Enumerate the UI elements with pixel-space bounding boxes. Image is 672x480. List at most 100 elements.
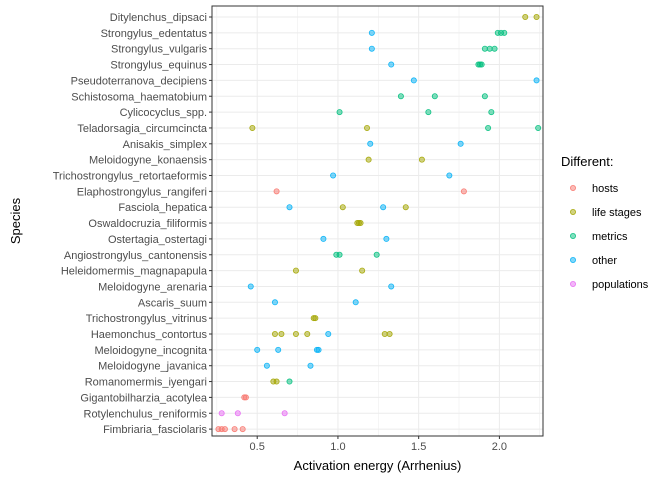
data-point [388,61,395,68]
data-point [481,45,488,52]
data-point [368,29,375,36]
data-point [533,13,540,20]
data-point [271,299,278,306]
data-point [292,267,299,274]
data-point [336,251,343,258]
legend-label: hosts [592,183,619,195]
legend-key [570,184,577,191]
data-points [215,13,542,433]
data-point [307,362,314,369]
data-point [254,346,261,353]
data-point [325,330,332,337]
data-point [383,235,390,242]
data-point [273,378,280,385]
data-point [535,124,542,131]
y-tick-label: Fimbriaria_fasciolaris [103,424,207,436]
x-tick-label: 1.5 [411,441,426,453]
data-point [365,156,372,163]
legend-label: populations [592,279,649,291]
data-point [425,109,432,116]
legend-label: metrics [592,231,628,243]
y-tick-label: Strongylus_vulgaris [111,44,207,56]
legend-key [570,232,577,239]
y-tick-label: Meloidogyne_konaensis [89,155,208,167]
legend-key [570,256,577,263]
data-point [491,45,498,52]
data-point [312,315,319,322]
y-tick-label: Ditylenchus_dipsaci [110,12,207,24]
data-point [315,346,322,353]
data-point [431,93,438,100]
legend-key [570,208,577,215]
data-point [368,45,375,52]
y-tick-label: Haemonchus_contortus [91,329,208,341]
data-point [485,124,492,131]
data-point [397,93,404,100]
data-point [501,29,508,36]
y-tick-label: Meloidogyne_arenaria [98,281,208,293]
y-tick-label: Teladorsagia_circumcincta [77,123,207,135]
y-tick-label: Trichostrongylus_retortaeformis [53,171,208,183]
y-tick-label: Meloidogyne_javanica [98,361,208,373]
y-tick-label: Fasciola_hepatica [118,202,208,214]
data-point [231,426,238,433]
data-point [460,188,467,195]
data-point [373,251,380,258]
data-point [380,204,387,211]
y-tick-label: Schistosoma_haematobium [71,91,207,103]
data-point [278,330,285,337]
data-point [330,172,337,179]
y-tick-label: Cylicocyclus_spp. [120,107,207,119]
data-point [292,330,299,337]
data-point [410,77,417,84]
y-tick-label: Meloidogyne_incognita [94,345,207,357]
data-point [486,45,493,52]
data-point [286,378,293,385]
y-tick-label: Oswaldocruzia_filiformis [88,218,207,230]
x-tick-label: 1.0 [330,441,345,453]
y-tick-label: Rotylenchulus_reniformis [84,408,208,420]
data-point [478,61,485,68]
data-point [364,124,371,131]
data-point [386,330,393,337]
data-point [367,140,374,147]
grid-lines [212,6,543,436]
data-point [446,172,453,179]
data-point [275,346,282,353]
data-point [402,204,409,211]
data-point [359,267,366,274]
data-point [457,140,464,147]
data-point [221,426,228,433]
data-point [320,235,327,242]
data-point [481,93,488,100]
legend: Different: hosts life stages metrics other p… [561,154,649,291]
y-tick-label: Ostertagia_ostertagi [108,234,207,246]
y-tick-label: Elaphostrongylus_rangiferi [77,186,207,198]
data-point [388,283,395,290]
data-point [286,204,293,211]
data-point [234,410,241,417]
y-tick-label: Anisakis_simplex [123,139,208,151]
y-tick-label: Romanomermis_iyengari [85,377,207,389]
x-axis-ticks: 0.5 1.0 1.5 2.0 [250,436,507,453]
data-point [352,299,359,306]
legend-label: life stages [592,207,642,219]
y-tick-label: Trichostrongylus_vitrinus [86,313,208,325]
data-point [339,204,346,211]
data-point [249,124,256,131]
y-tick-label: Ascaris_suum [138,297,207,309]
data-point [336,109,343,116]
data-point [488,109,495,116]
data-point [281,410,288,417]
data-point [533,77,540,84]
data-point [304,330,311,337]
y-tick-label: Angiostrongylus_cantonensis [64,250,208,262]
x-tick-label: 0.5 [250,441,265,453]
y-axis-title: Species [8,197,23,244]
y-tick-label: Pseudoterranova_decipiens [71,75,208,87]
y-tick-label: Heleidomermis_magnapapula [61,266,208,278]
data-point [218,410,225,417]
legend-label: other [592,255,617,267]
x-axis-title: Activation energy (Arrhenius) [294,458,462,473]
